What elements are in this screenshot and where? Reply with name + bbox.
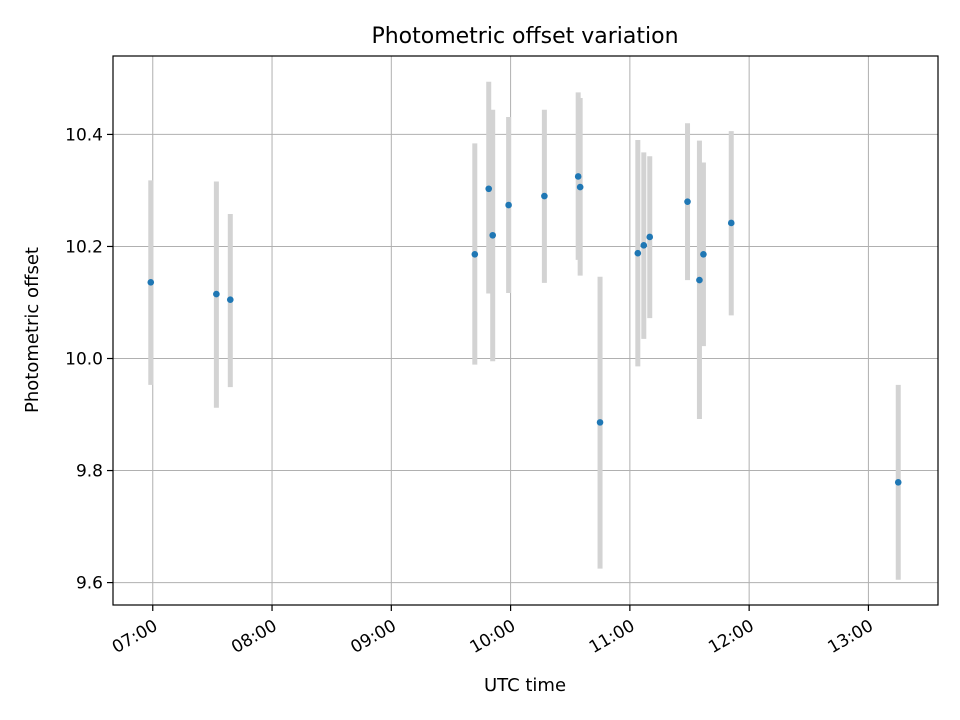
y-tick-label: 10.0 (65, 350, 103, 370)
y-tick-label: 9.6 (76, 574, 103, 594)
y-tick-label: 9.8 (76, 462, 103, 482)
data-point (696, 276, 703, 284)
grid (113, 56, 938, 605)
x-tick-label: 11:00 (586, 616, 638, 658)
x-tick-label: 12:00 (705, 616, 757, 658)
data-point (640, 242, 648, 249)
x-tick-label: 07:00 (109, 616, 161, 658)
data-point (147, 279, 155, 286)
errorbars (148, 81, 901, 580)
data-point (596, 419, 604, 426)
data-point (894, 479, 902, 486)
data-point (541, 192, 548, 200)
plot-frame (112, 55, 939, 606)
data-point (634, 249, 642, 257)
data-point (213, 290, 220, 298)
data-point (727, 219, 735, 227)
data-point (489, 231, 496, 239)
data-point (485, 185, 493, 193)
x-axis-label: UTC time (484, 675, 566, 696)
x-tick-label: 09:00 (347, 616, 399, 658)
data-point (576, 183, 584, 191)
y-tick-label: 10.4 (65, 125, 103, 145)
data-point (574, 173, 582, 180)
data-point (646, 233, 654, 241)
x-tick-label: 10:00 (467, 616, 519, 658)
data-point (684, 198, 691, 205)
chart-title: Photometric offset variation (371, 24, 678, 49)
y-axis: 9.6 9.8 10.0 10.2 10.4 (65, 125, 113, 594)
x-axis: 07:00 08:00 09:00 10:00 11:00 12:00 13:00 (109, 605, 877, 658)
data-points (147, 173, 902, 486)
x-tick-label: 08:00 (228, 616, 280, 658)
data-point (471, 251, 479, 258)
y-axis-label: Photometric offset (22, 247, 43, 413)
x-tick-label: 13:00 (824, 616, 876, 658)
data-point (226, 296, 234, 303)
data-point (700, 251, 707, 258)
y-tick-label: 10.2 (65, 237, 103, 257)
data-point (505, 201, 512, 209)
